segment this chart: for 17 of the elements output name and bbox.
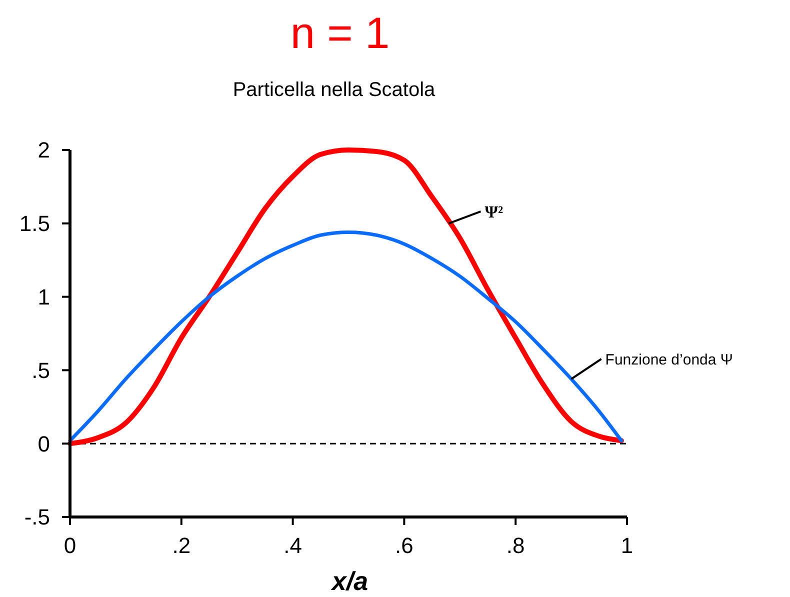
chart-subtitle: Particella nella Scatola — [232, 79, 436, 101]
x-tick-label: 0 — [64, 533, 76, 558]
x-tick-label: .8 — [506, 533, 525, 558]
annotation: Funzione d’onda Ψ — [605, 351, 733, 368]
x-axis-title: x/a — [330, 566, 368, 596]
y-tick-label: 0 — [38, 431, 50, 456]
y-tick-label: 1 — [38, 284, 50, 310]
x-tick-label: .4 — [284, 533, 302, 558]
x-tick-label: 1 — [620, 533, 634, 558]
annotation: Ψ² — [484, 202, 504, 222]
y-tick-label: 1.5 — [19, 211, 50, 236]
y-tick-label: -.5 — [24, 504, 50, 530]
y-tick-label: 2 — [38, 138, 50, 163]
chart-title: n = 1 — [290, 9, 390, 58]
y-tick-label: .5 — [32, 358, 50, 383]
x-tick-label: .6 — [395, 533, 414, 558]
x-tick-label: .2 — [172, 533, 191, 558]
